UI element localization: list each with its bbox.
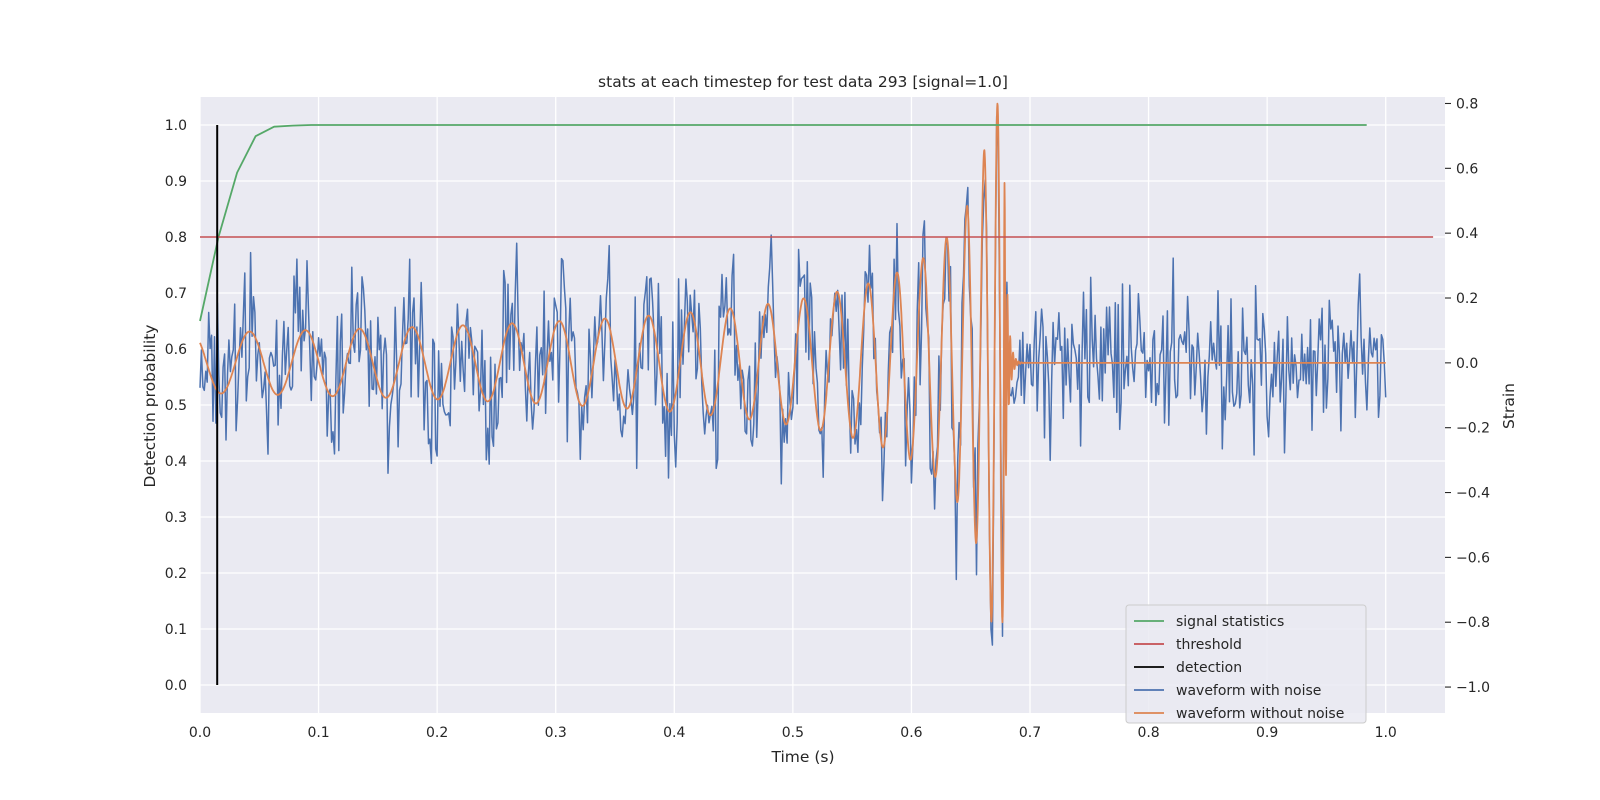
x-tick-label: 0.8: [1137, 725, 1159, 741]
y-tick-label-right: 0.4: [1456, 226, 1478, 242]
x-tick-label: 0.0: [189, 725, 211, 741]
x-tick-label: 0.6: [900, 725, 922, 741]
chart-title: stats at each timestep for test data 293…: [598, 73, 1008, 91]
y-tick-label-left: 0.3: [165, 510, 187, 526]
legend-box: [1125, 604, 1367, 724]
x-tick-label: 0.3: [545, 725, 567, 741]
y-tick-label-right: 0.2: [1456, 291, 1478, 307]
y-tick-label-right: −0.8: [1456, 615, 1490, 631]
y-tick-label-right: −0.4: [1456, 486, 1490, 502]
y-tick-label-left: 1.0: [165, 118, 187, 134]
x-tick-label: 0.1: [307, 725, 329, 741]
x-tick-label: 0.9: [1256, 725, 1278, 741]
x-tick-label: 0.2: [426, 725, 448, 741]
axes-layer: 0.0 0.1 0.2 0.3 0.4 0.5 0.6 0.7 0.8 0.9 1.0 0.0 0.1 0…: [165, 96, 1490, 741]
y-axis-label-left: Detection probability: [141, 325, 159, 488]
y-axis-label-right: Strain: [1500, 383, 1518, 429]
series-layer: [199, 102, 1434, 685]
y-tick-label-left: 0.5: [165, 398, 187, 414]
series-line-signal-statistics: [199, 124, 1367, 322]
x-tick-label: 0.7: [1019, 725, 1041, 741]
y-tick-label-left: 0.9: [165, 174, 187, 190]
y-tick-label-right: −1.0: [1456, 680, 1490, 696]
y-tick-label-right: −0.6: [1456, 550, 1490, 566]
y-tick-label-left: 0.1: [165, 622, 187, 638]
x-tick-label: 1.0: [1375, 725, 1397, 741]
y-tick-label-right: 0.0: [1456, 356, 1478, 372]
x-tick-label: 0.5: [782, 725, 804, 741]
y-tick-label-left: 0.4: [165, 454, 187, 470]
y-tick-label-left: 0.7: [165, 286, 187, 302]
y-tick-label-left: 0.6: [165, 342, 187, 358]
y-tick-label-left: 0.8: [165, 230, 187, 246]
legend-label: detection: [1176, 660, 1242, 676]
legend-label: waveform without noise: [1176, 706, 1344, 722]
x-tick-label: 0.4: [663, 725, 685, 741]
x-axis-label: Time (s): [770, 748, 834, 766]
y-tick-label-right: −0.2: [1456, 421, 1490, 437]
y-tick-label-right: 0.6: [1456, 161, 1478, 177]
y-tick-label-left: 0.2: [165, 566, 187, 582]
series-line-waveform-with-noise: [199, 115, 1387, 646]
y-tick-label-right: 0.8: [1456, 96, 1478, 112]
legend: signal statistics threshold detection wavef…: [1125, 604, 1367, 724]
legend-label: threshold: [1176, 637, 1242, 653]
legend-label: waveform with noise: [1176, 683, 1321, 699]
y-tick-label-left: 0.0: [165, 678, 187, 694]
series-line-waveform-without-noise: [199, 102, 1387, 624]
legend-label: signal statistics: [1176, 614, 1284, 630]
